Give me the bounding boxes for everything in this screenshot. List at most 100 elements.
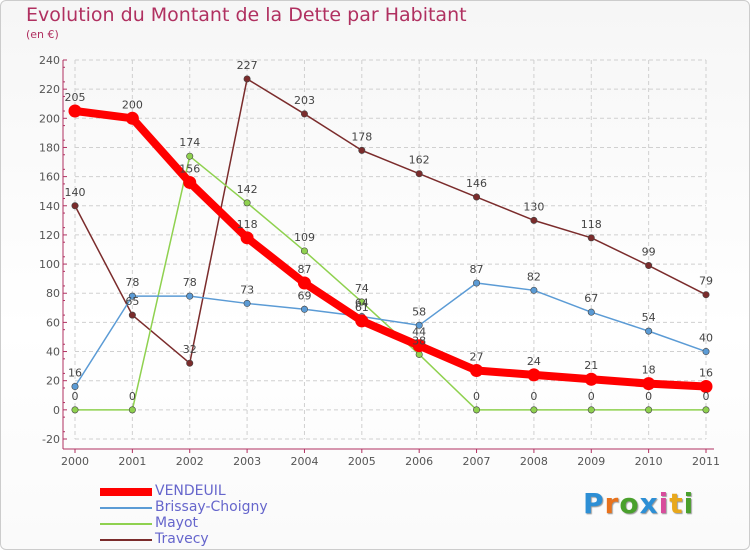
- data-point: [642, 377, 656, 391]
- data-point: [587, 234, 595, 242]
- y-tick-label: -20: [42, 433, 60, 446]
- data-point: [415, 350, 423, 358]
- y-tick-label: 60: [46, 316, 60, 329]
- data-label: 44: [412, 326, 426, 339]
- series-line-0: [71, 107, 710, 391]
- data-point: [358, 298, 366, 306]
- data-label: 200: [122, 98, 143, 111]
- data-point: [584, 372, 598, 386]
- data-point: [68, 104, 82, 118]
- data-label: 118: [581, 218, 602, 231]
- data-label: 74: [355, 282, 369, 295]
- data-point: [243, 75, 251, 83]
- data-point: [530, 216, 538, 224]
- legend-swatch: [100, 523, 152, 525]
- legend-item: Travecy: [100, 531, 340, 548]
- data-point: [243, 199, 251, 207]
- data-point: [412, 339, 426, 353]
- data-label: 156: [179, 162, 200, 175]
- data-label: 178: [351, 130, 372, 143]
- legend-label: VENDEUIL: [155, 483, 226, 499]
- data-point: [240, 231, 254, 245]
- data-label: 73: [240, 283, 254, 296]
- x-tick-label: 2011: [692, 455, 720, 468]
- legend-swatch: [100, 488, 152, 496]
- data-label: 0: [703, 390, 710, 403]
- data-point: [587, 406, 595, 414]
- data-label: 203: [294, 94, 315, 107]
- y-tick-label: 240: [39, 54, 60, 67]
- data-point: [71, 406, 79, 414]
- data-point: [186, 292, 194, 300]
- legend-label: Mayot: [155, 515, 198, 531]
- y-tick-label: 200: [39, 112, 60, 125]
- data-label: 54: [642, 311, 656, 324]
- data-point: [702, 291, 710, 299]
- data-label: 99: [642, 246, 656, 259]
- y-tick-label: 140: [39, 200, 60, 213]
- x-tick-label: 2003: [233, 455, 261, 468]
- data-point: [530, 406, 538, 414]
- data-label: 174: [179, 136, 200, 149]
- data-label: 146: [466, 177, 487, 190]
- data-label: 24: [527, 355, 541, 368]
- data-point: [473, 279, 481, 287]
- data-point: [645, 406, 653, 414]
- data-point: [125, 111, 139, 125]
- data-point: [702, 406, 710, 414]
- data-label: 27: [470, 350, 484, 363]
- data-point: [183, 175, 197, 189]
- chart-title: Evolution du Montant de la Dette par Hab…: [26, 4, 467, 26]
- data-point: [699, 380, 713, 394]
- data-point: [415, 321, 423, 329]
- data-label: 58: [412, 305, 426, 318]
- data-point: [530, 286, 538, 294]
- data-label: 87: [297, 263, 311, 276]
- series-line-3: [74, 78, 707, 364]
- x-tick-label: 2001: [118, 455, 146, 468]
- data-label: 0: [588, 390, 595, 403]
- data-label: 67: [584, 292, 598, 305]
- data-label: 0: [129, 390, 136, 403]
- data-point: [473, 406, 481, 414]
- series-line-2: [74, 155, 707, 411]
- data-label: 21: [584, 359, 598, 372]
- logo-letter: o: [619, 487, 640, 520]
- data-label: 162: [409, 154, 430, 167]
- data-point: [645, 262, 653, 270]
- logo-letter: t: [669, 487, 684, 520]
- x-tick-label: 2006: [405, 455, 433, 468]
- y-tick-label: 20: [46, 375, 60, 388]
- logo-letter: i: [658, 487, 670, 520]
- data-label: 0: [530, 390, 537, 403]
- data-point: [71, 202, 79, 210]
- y-tick-label: 180: [39, 141, 60, 154]
- data-label: 79: [699, 275, 713, 288]
- data-label: 64: [355, 297, 369, 310]
- data-label: 61: [355, 301, 369, 314]
- data-point: [645, 327, 653, 335]
- data-label: 87: [470, 263, 484, 276]
- data-label: 118: [237, 218, 258, 231]
- data-point: [243, 299, 251, 307]
- data-label: 16: [68, 367, 82, 380]
- data-label: 65: [125, 295, 139, 308]
- data-label: 69: [297, 289, 311, 302]
- data-point: [128, 292, 136, 300]
- legend-swatch: [100, 507, 152, 509]
- x-tick-label: 2002: [176, 455, 204, 468]
- data-point: [358, 146, 366, 154]
- data-point: [186, 359, 194, 367]
- data-point: [300, 110, 308, 118]
- logo-letter: i: [683, 487, 695, 520]
- x-tick-label: 2007: [463, 455, 491, 468]
- data-label: 227: [237, 59, 258, 72]
- x-tick-label: 2004: [290, 455, 318, 468]
- data-point: [702, 348, 710, 356]
- data-point: [415, 170, 423, 178]
- chart-subtitle: (en €): [26, 28, 59, 41]
- data-label: 142: [237, 183, 258, 196]
- legend-label: Brissay-Choigny: [155, 499, 268, 515]
